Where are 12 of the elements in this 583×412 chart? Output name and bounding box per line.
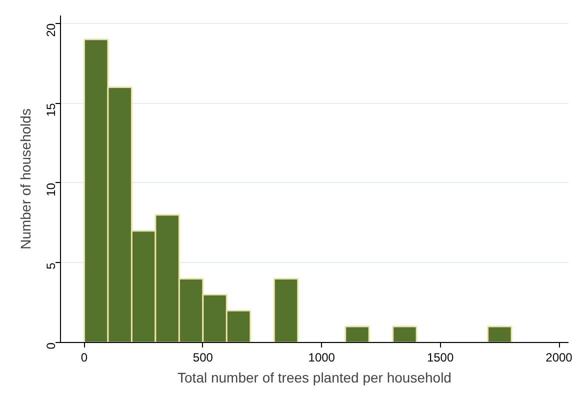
x-tick-label: 0	[80, 350, 88, 364]
y-tick-label: 10	[44, 182, 58, 196]
y-tick-label: 20	[44, 23, 58, 37]
x-tick-label: 2000	[546, 350, 573, 364]
y-tick-label: 5	[44, 262, 58, 270]
x-tick-label: 1500	[426, 350, 454, 364]
y-axis-title: Number of households	[18, 108, 34, 250]
y-tick-label: 0	[44, 342, 58, 350]
x-axis-title: Total number of trees planted per household	[178, 370, 452, 386]
x-tick-label: 500	[192, 350, 214, 364]
x-tick-label: 1000	[308, 350, 336, 364]
y-tick-label: 15	[44, 102, 58, 117]
